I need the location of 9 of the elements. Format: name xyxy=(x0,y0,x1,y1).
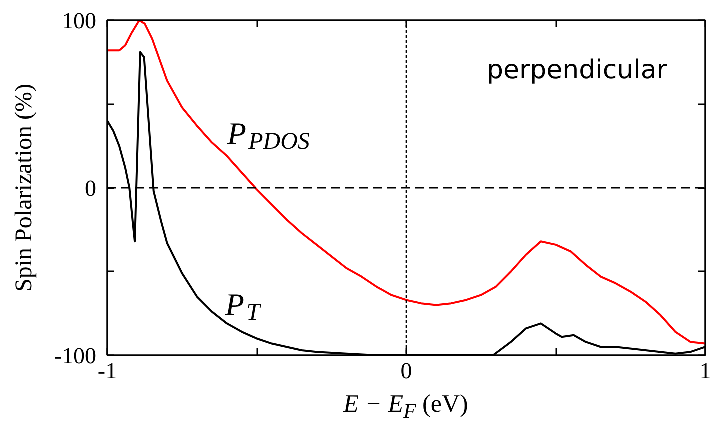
y-axis-title: Spin Polarization (%) xyxy=(11,84,38,292)
x-axis-title: E − E$_{F}$ (eV) xyxy=(344,390,468,425)
y-tick-label: 100 xyxy=(62,8,96,34)
y-tick-label: 0 xyxy=(85,176,96,201)
x-tick-label: 0 xyxy=(400,358,412,384)
annotation: perpendicular xyxy=(486,56,668,86)
x-tick-label: -1 xyxy=(98,358,118,384)
x-tick-label: 1 xyxy=(700,358,712,384)
y-tick-label: -100 xyxy=(54,344,97,368)
